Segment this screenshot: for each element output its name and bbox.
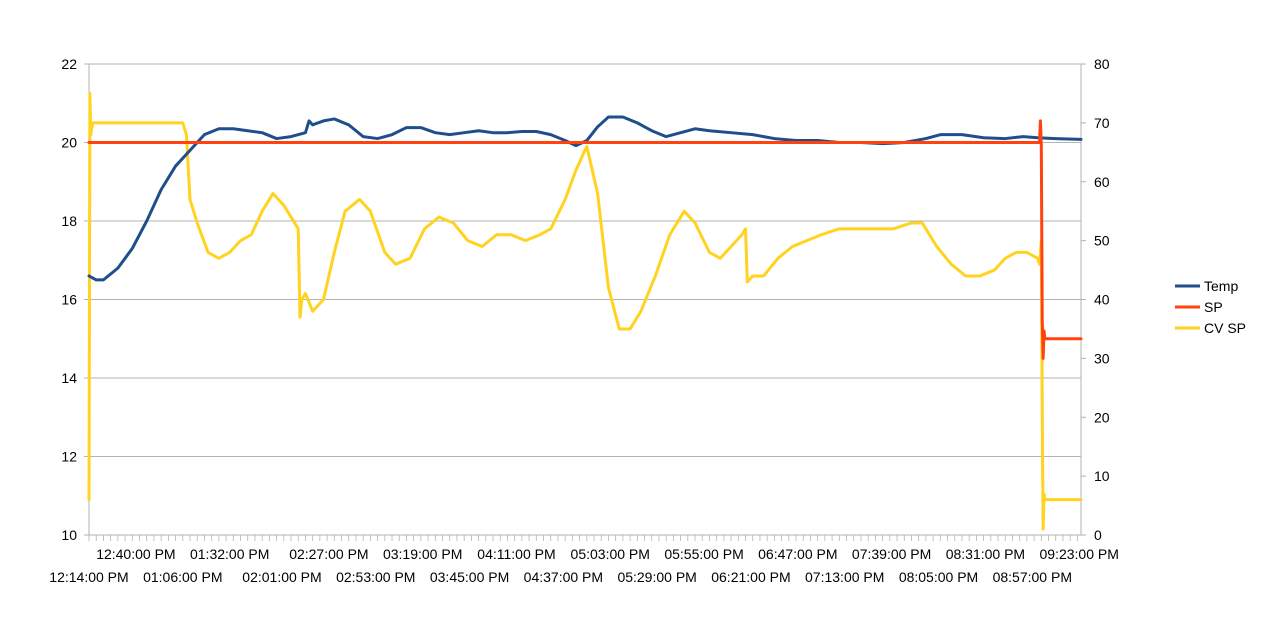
x-tick-label: 12:40:00 PM [96, 546, 175, 562]
y2-tick-label: 60 [1094, 174, 1110, 190]
x-tick-label: 07:13:00 PM [805, 569, 884, 585]
x-tick-label: 08:31:00 PM [946, 546, 1025, 562]
y2-tick-label: 80 [1094, 56, 1110, 72]
grid-lines [89, 63, 1081, 536]
y2-tick-label: 40 [1094, 292, 1110, 308]
y2-tick-label: 50 [1094, 233, 1110, 249]
x-tick-label: 01:32:00 PM [190, 546, 269, 562]
tick-labels: 10 12 14 16 18 20 22 0 10 20 30 40 50 60 70 80 12:40:00 … [49, 56, 1119, 585]
y2-tick-label: 70 [1094, 115, 1110, 131]
x-tick-label: 05:55:00 PM [664, 546, 743, 562]
x-tick-label: 03:45:00 PM [430, 569, 509, 585]
y2-tick-label: 30 [1094, 350, 1110, 366]
y2-tick-label: 20 [1094, 409, 1110, 425]
y2-tick-label: 0 [1094, 527, 1102, 543]
legend: Temp SP CV SP [1175, 278, 1246, 336]
x-tick-label: 06:21:00 PM [711, 569, 790, 585]
legend-label-temp: Temp [1204, 278, 1238, 294]
y-tick-label: 10 [61, 527, 77, 543]
y-tick-label: 22 [61, 56, 77, 72]
x-tick-label: 05:29:00 PM [617, 569, 696, 585]
y-tick-label: 14 [61, 370, 77, 386]
x-tick-label: 03:19:00 PM [383, 546, 462, 562]
series-line-sp [87, 119, 1083, 360]
y-tick-label: 18 [61, 213, 77, 229]
x-tick-label: 12:14:00 PM [49, 569, 128, 585]
x-tick-label: 02:27:00 PM [289, 546, 368, 562]
series-lines [87, 91, 1083, 531]
x-tick-label: 02:01:00 PM [242, 569, 321, 585]
series-line-cv-sp [87, 91, 1083, 531]
y-tick-label: 12 [61, 449, 77, 465]
x-tick-label: 02:53:00 PM [336, 569, 415, 585]
y-tick-label: 16 [61, 292, 77, 308]
x-tick-label: 08:57:00 PM [993, 569, 1072, 585]
y2-tick-label: 10 [1094, 468, 1110, 484]
x-tick-label: 01:06:00 PM [143, 569, 222, 585]
y-tick-label: 20 [61, 135, 77, 151]
x-tick-label: 04:37:00 PM [524, 569, 603, 585]
x-tick-label: 09:23:00 PM [1040, 546, 1119, 562]
legend-label-sp: SP [1204, 299, 1223, 315]
x-tick-label: 08:05:00 PM [899, 569, 978, 585]
legend-label-cv-sp: CV SP [1204, 320, 1246, 336]
x-tick-label: 05:03:00 PM [571, 546, 650, 562]
x-tick-label: 07:39:00 PM [852, 546, 931, 562]
x-tick-label: 06:47:00 PM [758, 546, 837, 562]
x-minor-ticks [88, 535, 1078, 541]
x-tick-label: 04:11:00 PM [477, 546, 555, 562]
